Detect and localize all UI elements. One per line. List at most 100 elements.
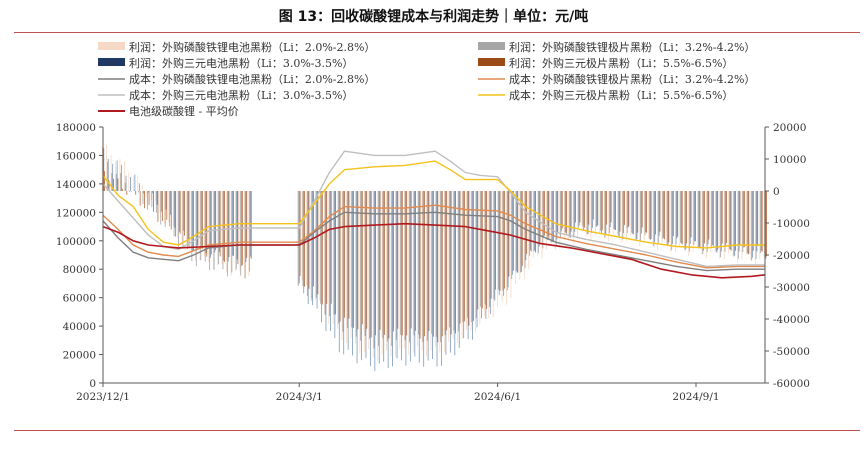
profit-bar-0-109: [586, 191, 587, 236]
profit-bar-2-143: [738, 191, 740, 252]
profit-bar-1-62: [378, 191, 379, 346]
profit-bar-2-149: [765, 191, 767, 259]
profit-bar-0-5: [124, 161, 125, 191]
profit-bar-0-30: [235, 191, 236, 271]
profit-bar-3-53: [339, 191, 341, 322]
profit-bar-2-72: [423, 191, 425, 367]
profit-bar-1-14: [164, 191, 166, 227]
profit-bar-0-58: [359, 191, 361, 353]
profit-bar-3-71: [419, 191, 421, 339]
profit-bar-1-8: [138, 191, 139, 193]
profit-bar-1-144: [742, 191, 744, 253]
y-left-label-2: 40000: [63, 321, 96, 333]
profit-bar-2-15: [170, 191, 171, 215]
legend-swatch-1: [478, 42, 505, 50]
profit-bar-0-145: [746, 191, 747, 255]
profit-bar-1-58: [360, 191, 362, 341]
profit-bar-0-86: [483, 191, 485, 316]
y-left-label-4: 80000: [63, 264, 96, 276]
profit-bar-1-99: [542, 191, 544, 249]
profit-bar-1-136: [706, 191, 708, 252]
profit-bar-3-84: [477, 191, 479, 310]
profit-bar-0-116: [617, 191, 618, 236]
profit-bar-3-57: [357, 191, 359, 330]
profit-bar-2-101: [552, 191, 553, 243]
profit-bar-3-52: [335, 191, 337, 315]
legend-label-3: 利润：外购三元极片黑粉（Li：5.5%-6.5%）: [509, 56, 733, 70]
profit-bar-1-123: [649, 191, 650, 239]
profit-bar-0-137: [710, 191, 712, 253]
profit-bar-3-9: [144, 191, 145, 209]
y-right-label-2: -40000: [773, 314, 810, 326]
profit-bar-2-137: [712, 191, 713, 245]
profit-bar-0-133: [692, 191, 694, 253]
profit-bar-3-144: [743, 191, 745, 248]
profit-bar-3-107: [579, 191, 581, 223]
profit-bar-1-81: [462, 191, 464, 323]
profit-bar-3-116: [619, 191, 621, 232]
profit-bar-0-21: [195, 191, 196, 261]
profit-bar-2-95: [525, 191, 527, 261]
profit-bar-3-104: [566, 191, 568, 234]
profit-bar-2-96: [529, 191, 531, 251]
profit-bar-2-134: [698, 191, 700, 249]
y-right-label-4: -20000: [773, 250, 810, 262]
profit-bar-0-64: [386, 191, 387, 351]
profit-bar-2-13: [161, 191, 162, 212]
profit-bar-1-52: [333, 191, 335, 315]
profit-bar-3-119: [632, 191, 634, 235]
profit-bar-0-144: [741, 191, 743, 260]
profit-bar-0-103: [559, 191, 561, 249]
profit-bar-2-16: [174, 191, 176, 228]
profit-bar-2-123: [649, 191, 651, 241]
profit-bar-3-129: [677, 191, 679, 237]
profit-bar-1-105: [569, 191, 570, 237]
profit-bar-1-1: [107, 161, 108, 191]
profit-bar-0-99: [541, 191, 543, 258]
profit-bar-1-6: [129, 191, 131, 192]
profit-bar-1-57: [355, 191, 357, 337]
profit-bar-2-122: [645, 191, 647, 233]
profit-bar-1-108: [582, 191, 584, 227]
profit-bar-3-93: [517, 191, 519, 273]
profit-bar-3-142: [735, 191, 736, 251]
profit-bar-1-19: [187, 191, 188, 250]
profit-bar-0-79: [452, 191, 454, 339]
profit-bar-1-11: [151, 191, 153, 208]
profit-bar-3-7: [135, 191, 137, 195]
profit-bar-3-102: [557, 191, 559, 233]
profit-bar-1-103: [560, 191, 562, 238]
y-right-label-7: 10000: [773, 154, 806, 166]
profit-bar-2-82: [467, 191, 469, 340]
profit-bar-3-25: [215, 191, 217, 250]
profit-bar-3-59: [366, 191, 368, 329]
profit-bar-1-9: [142, 191, 144, 205]
profit-bar-0-138: [714, 191, 716, 251]
profit-bar-0-107: [577, 191, 578, 239]
profit-bar-0-75: [435, 191, 436, 347]
profit-bar-3-69: [410, 191, 412, 329]
profit-bar-3-6: [130, 191, 132, 192]
profit-bar-2-25: [214, 191, 216, 253]
profit-bar-2-64: [387, 191, 389, 369]
profit-bar-2-6: [130, 176, 131, 191]
profit-bar-0-28: [226, 191, 227, 273]
profit-bar-0-53: [337, 191, 339, 329]
profit-bar-3-55: [348, 191, 350, 319]
profit-bar-1-93: [515, 191, 517, 271]
profit-bar-2-10: [147, 191, 149, 193]
series-line-4: [102, 222, 766, 279]
profit-bar-1-119: [631, 191, 633, 233]
profit-bar-2-11: [152, 191, 154, 194]
profit-bar-3-81: [464, 191, 465, 322]
profit-bar-1-22: [200, 191, 202, 261]
profit-bar-0-33: [248, 191, 250, 277]
legend-label-2: 利润：外购三元电池黑粉（Li：3.0%-3.5%）: [129, 56, 353, 70]
y-right-label-5: -10000: [773, 218, 810, 230]
profit-bar-2-73: [427, 191, 429, 361]
profit-bar-3-33: [250, 191, 252, 259]
profit-bar-3-8: [139, 191, 141, 206]
profit-bar-3-123: [650, 191, 652, 239]
profit-bar-0-62: [377, 191, 379, 362]
